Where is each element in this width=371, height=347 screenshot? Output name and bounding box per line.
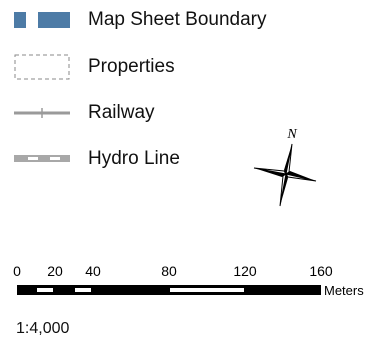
- scale-tick-label: 80: [161, 263, 177, 279]
- legend-label-properties: Properties: [88, 56, 175, 77]
- scale-ratio: 1:4,000: [16, 320, 70, 337]
- properties-icon: [14, 54, 70, 80]
- legend-label-map-sheet-boundary: Map Sheet Boundary: [88, 9, 267, 30]
- scale-bar-ticks: 0 20 40 80 120 160: [13, 263, 333, 279]
- scale-bar-units: Meters: [324, 283, 364, 298]
- north-label: N: [286, 127, 297, 142]
- legend-label-hydro-line: Hydro Line: [88, 148, 180, 169]
- legend-label-railway: Railway: [88, 102, 155, 123]
- railway-icon: [14, 108, 70, 118]
- legend-item-map-sheet-boundary: Map Sheet Boundary: [0, 6, 371, 34]
- scale-tick-label: 20: [47, 263, 63, 279]
- scale-tick-label: 40: [85, 263, 101, 279]
- scale-tick-label: 160: [309, 263, 333, 279]
- scale-bar: 0 20 40 80 120 160 Meters: [13, 263, 364, 298]
- scale-tick-label: 120: [233, 263, 257, 279]
- legend-item-railway: Railway: [0, 99, 371, 127]
- hydro-line-icon: [14, 155, 70, 162]
- legend-item-properties: Properties: [0, 53, 371, 81]
- map-sheet-boundary-icon: [14, 12, 70, 28]
- north-arrow-icon: N: [253, 127, 317, 207]
- scale-tick-label: 0: [13, 263, 21, 279]
- scale-bar-body: [17, 285, 321, 295]
- legend-item-hydro-line: Hydro Line: [0, 145, 371, 173]
